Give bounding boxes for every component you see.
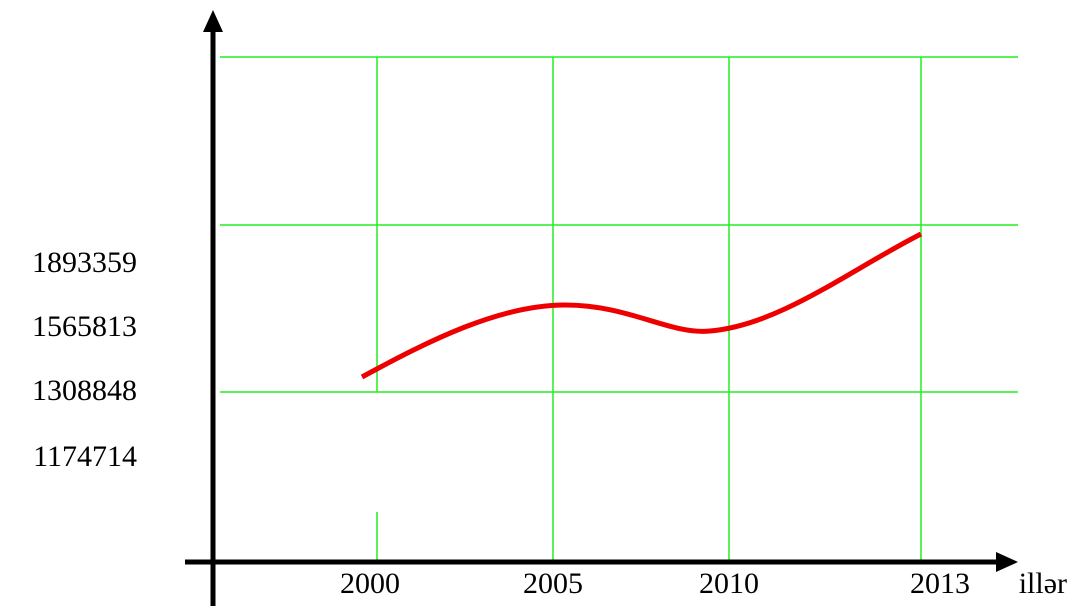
y-label: 1308848 — [32, 374, 137, 407]
x-arrow — [996, 552, 1018, 572]
y-label: 1174714 — [33, 440, 137, 473]
curve — [360, 231, 923, 380]
x-axis-label: illər — [1019, 567, 1067, 600]
y-arrow — [203, 10, 223, 32]
x-label: 2010 — [699, 567, 759, 600]
y-label: 1893359 — [32, 246, 137, 279]
x-label: 2013 — [910, 567, 970, 600]
grid — [220, 56, 1018, 560]
x-label: 2005 — [523, 567, 583, 600]
x-label: 2000 — [340, 567, 400, 600]
axes — [185, 30, 1000, 606]
y-label: 1565813 — [32, 310, 137, 343]
